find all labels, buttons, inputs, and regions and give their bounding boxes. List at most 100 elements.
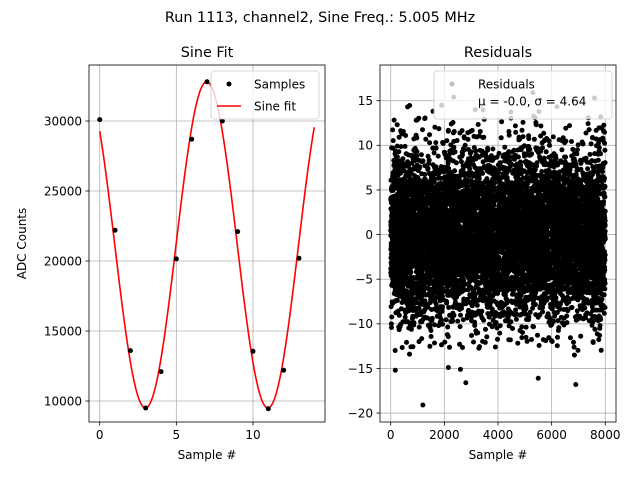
sample-point (281, 367, 287, 373)
sample-point (250, 348, 256, 354)
residual-point (407, 103, 413, 108)
residual-point (425, 153, 431, 159)
y-tick-label: 10000 (44, 394, 82, 408)
residual-point (461, 287, 467, 293)
residual-point (459, 128, 465, 134)
sample-point (97, 117, 103, 123)
plot-area (97, 79, 316, 412)
residual-point (389, 314, 395, 320)
residual-point (398, 144, 404, 150)
residual-point (453, 160, 459, 166)
residual-point (450, 318, 456, 324)
x-tick-label: 0 (96, 428, 104, 442)
y-tick-label: 15000 (44, 324, 82, 338)
x-tick-label: 5 (173, 428, 181, 442)
residual-point (452, 149, 458, 155)
residual-point (476, 176, 482, 182)
residual-point (481, 317, 487, 323)
residual-point (422, 115, 428, 121)
residual-point (391, 117, 397, 123)
residual-point (483, 326, 488, 332)
residual-point (396, 149, 402, 155)
y-tick-label: 20000 (44, 254, 82, 268)
residual-point (396, 134, 402, 140)
residual-point (408, 326, 414, 332)
residual-point (418, 152, 424, 158)
residual-point (445, 334, 451, 340)
residual-point (445, 127, 451, 133)
sample-point (204, 79, 210, 85)
residual-point (519, 127, 525, 133)
residual-point (493, 320, 499, 326)
residual-point (394, 298, 400, 303)
residual-point (474, 302, 480, 308)
residual-point (414, 135, 420, 141)
residuals-axes: 0 2000 4000 6000 8000−20−15−10−5051015Residu… (348, 45, 621, 462)
residual-point (425, 304, 431, 310)
residual-point (496, 150, 502, 156)
legend-marker-samples (226, 81, 232, 87)
residual-point (460, 317, 466, 323)
residual-point (440, 141, 446, 146)
residual-point (498, 135, 504, 141)
residual-point (433, 145, 439, 151)
residual-point (403, 133, 409, 138)
residual-point (443, 317, 449, 323)
residual-point (513, 316, 519, 322)
residual-point (460, 152, 465, 158)
sample-point (219, 118, 225, 124)
residual-point (394, 143, 400, 149)
residual-point (400, 129, 406, 134)
residual-point (427, 343, 433, 349)
residual-point (434, 294, 440, 300)
sample-point (265, 406, 271, 412)
sample-point (143, 405, 149, 411)
residual-point (451, 312, 457, 318)
residual-point (446, 305, 452, 310)
residual-point (508, 161, 514, 167)
y-axis-label: ADC Counts (15, 208, 29, 280)
residual-point (408, 269, 414, 275)
residual-point (394, 122, 400, 128)
residual-point (390, 127, 396, 133)
residual-point (427, 140, 433, 146)
residual-point (453, 300, 458, 305)
residual-point (454, 138, 460, 143)
residual-point (495, 336, 500, 342)
residual-point (444, 300, 450, 306)
residual-point (475, 122, 481, 127)
residual-point (512, 123, 518, 129)
residual-point (392, 348, 398, 353)
residual-point (499, 119, 505, 125)
sample-point (158, 369, 164, 375)
legend-label-samples: Samples (254, 78, 305, 92)
residual-point (482, 339, 488, 345)
sample-point (173, 256, 179, 262)
residual-point (389, 325, 394, 330)
residual-point (515, 340, 521, 346)
residual-point (400, 319, 406, 325)
residual-point (502, 144, 508, 150)
sample-point (189, 136, 195, 142)
plot-area (388, 90, 608, 408)
residual-point (446, 152, 452, 158)
residual-point (428, 328, 434, 333)
residual-point (472, 323, 478, 328)
residual-point (397, 290, 403, 296)
y-tick-label: 25000 (44, 184, 82, 198)
residual-point (432, 124, 438, 130)
residual-point (469, 128, 475, 133)
residual-point (468, 149, 474, 155)
residual-point (458, 159, 464, 165)
residual-point (492, 344, 498, 350)
residual-point (414, 149, 420, 154)
sample-point (296, 255, 302, 261)
residual-point (462, 142, 468, 148)
residual-point (457, 324, 463, 330)
residual-point (513, 307, 519, 313)
residual-point (480, 170, 486, 176)
axes-title: Sine Fit (181, 45, 234, 61)
legend-label-sine-fit: Sine fit (254, 100, 296, 114)
residual-point (439, 342, 444, 348)
